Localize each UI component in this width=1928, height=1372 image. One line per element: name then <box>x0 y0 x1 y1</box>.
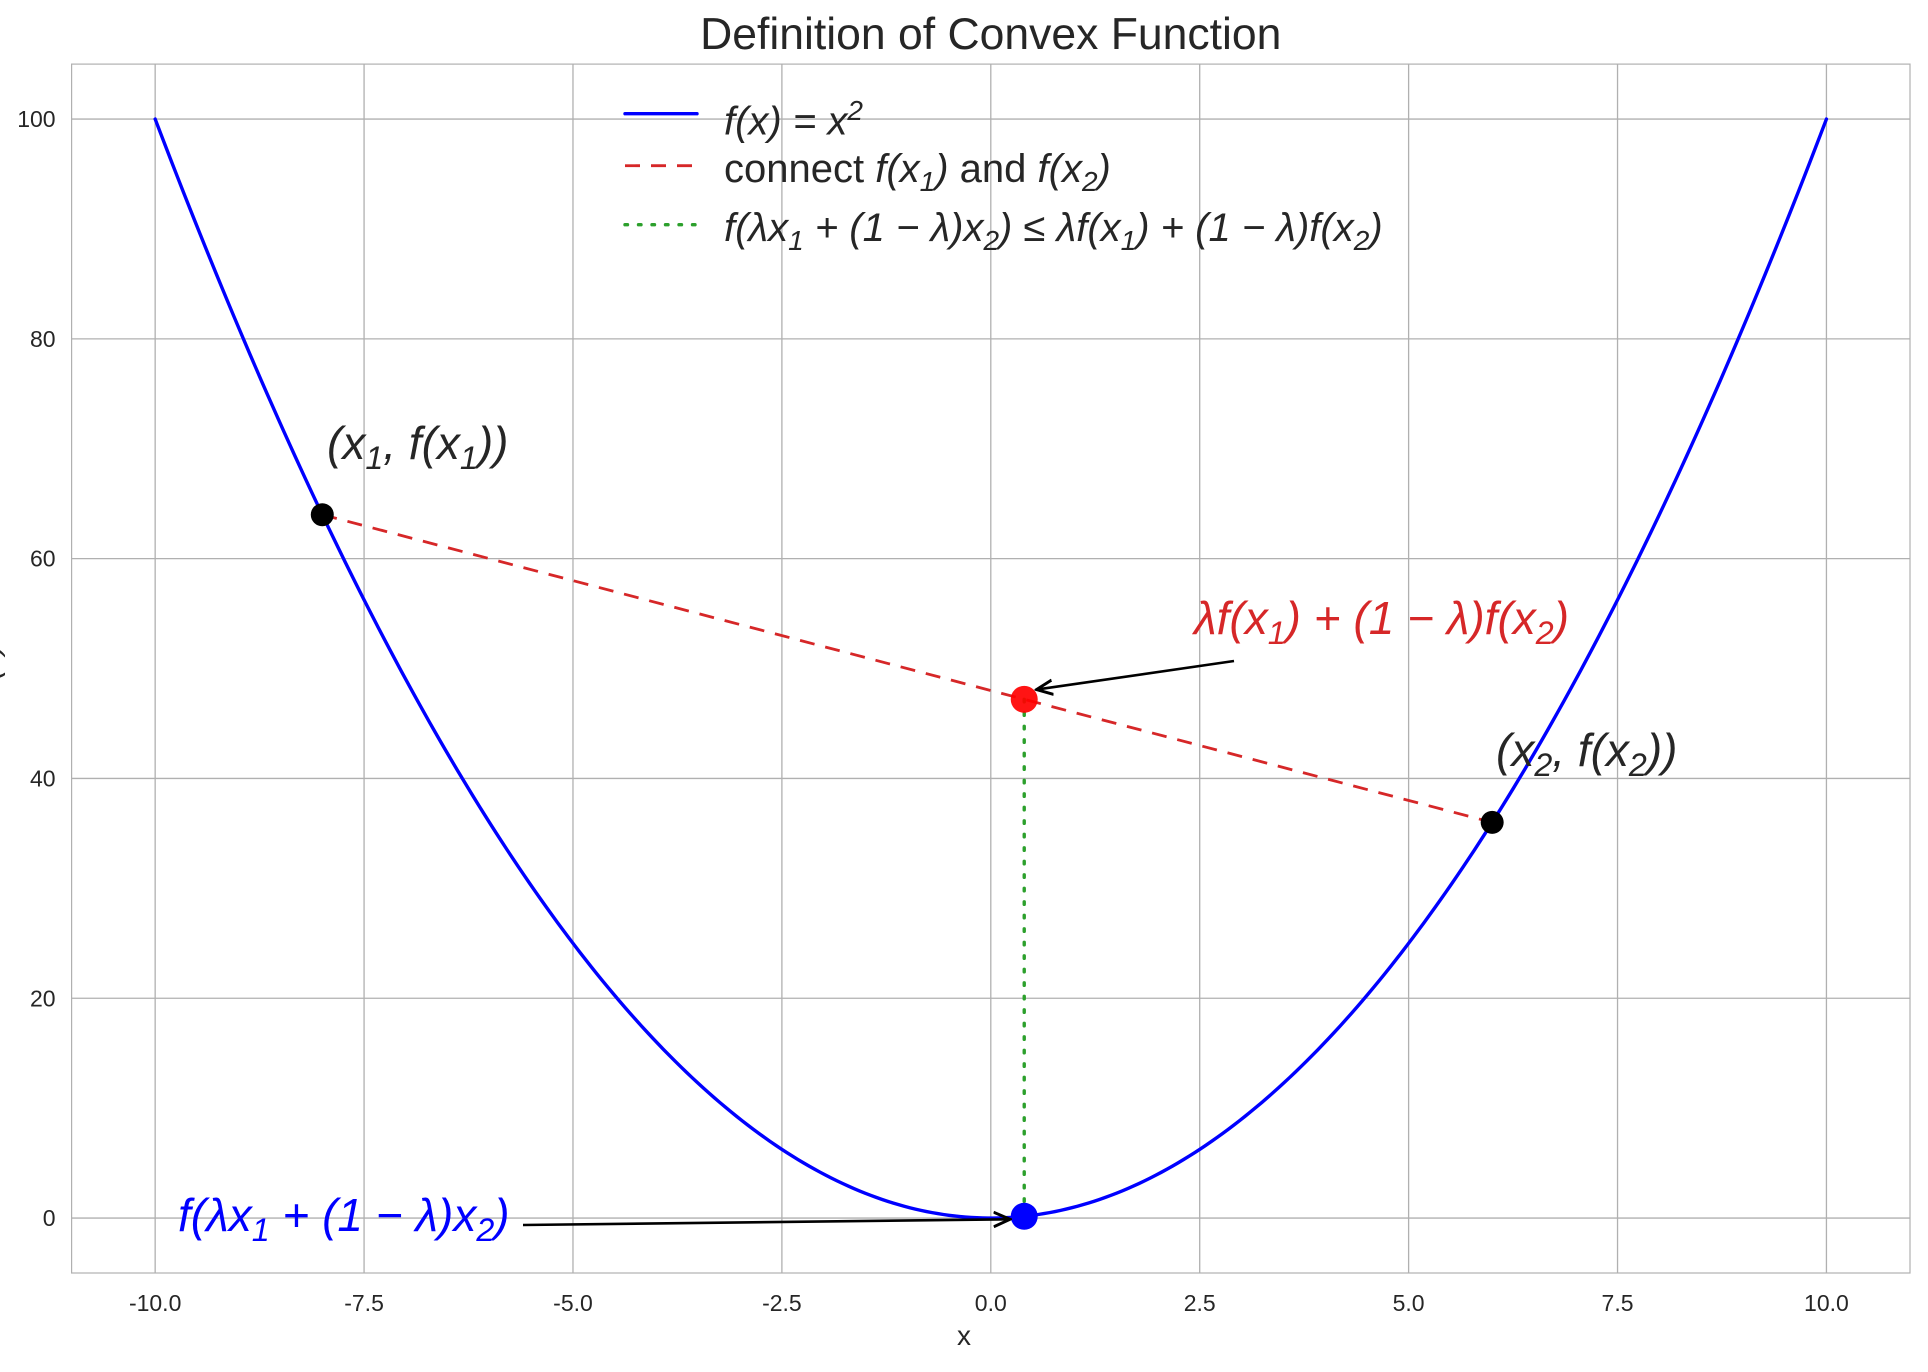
svg-text:40: 40 <box>30 765 56 791</box>
svg-text:20: 20 <box>30 985 56 1011</box>
svg-text:7.5: 7.5 <box>1602 1290 1634 1316</box>
svg-text:2.5: 2.5 <box>1184 1290 1216 1316</box>
svg-text:100: 100 <box>17 106 55 132</box>
svg-text:0.0: 0.0 <box>975 1290 1007 1316</box>
svg-text:5.0: 5.0 <box>1393 1290 1425 1316</box>
svg-text:-10.0: -10.0 <box>129 1290 181 1316</box>
svg-text:10.0: 10.0 <box>1804 1290 1849 1316</box>
svg-text:80: 80 <box>30 326 56 352</box>
svg-text:-2.5: -2.5 <box>762 1290 802 1316</box>
svg-text:60: 60 <box>30 546 56 572</box>
svg-text:0: 0 <box>43 1205 56 1231</box>
svg-text:-5.0: -5.0 <box>553 1290 593 1316</box>
svg-text:-7.5: -7.5 <box>344 1290 384 1316</box>
